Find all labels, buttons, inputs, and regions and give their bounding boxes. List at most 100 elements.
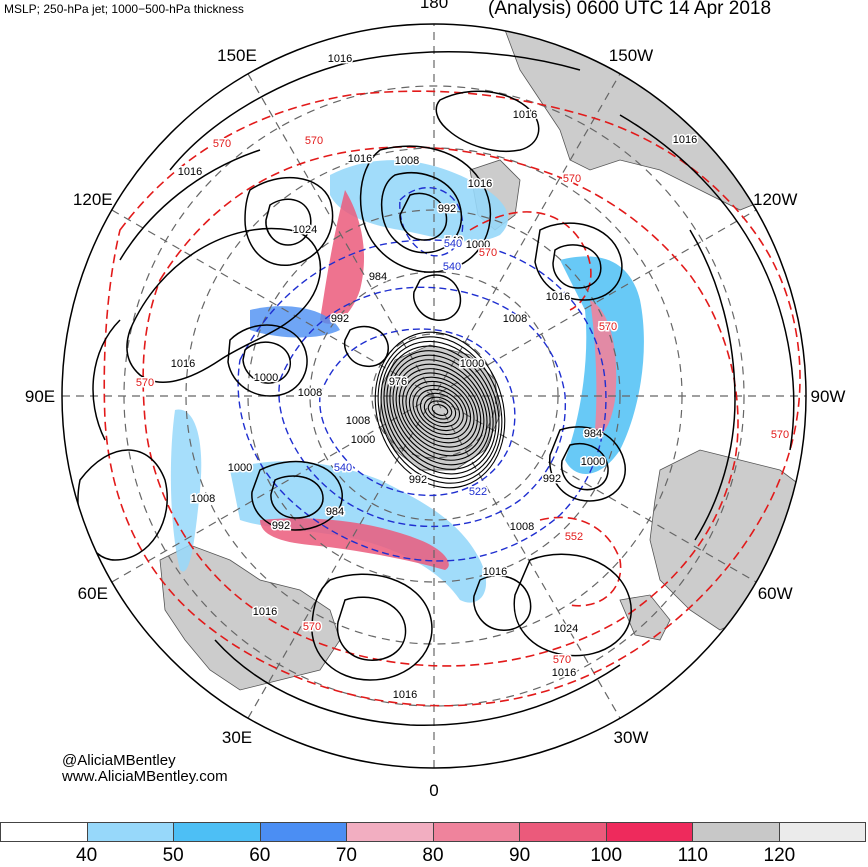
jet-streak-northwest [250,306,340,338]
mslp-label: 1008 [503,313,527,325]
map-subtitle: MSLP; 250-hPa jet; 1000−500-hPa thicknes… [4,2,244,16]
colorbar-swatch [87,823,174,841]
mslp-label: 1008 [510,521,534,533]
mslp-label: 1016 [348,153,372,165]
colorbar-swatch [693,823,780,841]
mslp-label: 1016 [178,166,202,178]
far-east-island-landmass [619,594,671,641]
mslp-label: 1024 [293,224,317,236]
thickness-label: 540 [444,238,462,250]
colorbar-tick-label: 50 [162,845,184,866]
mslp-label: 1016 [546,291,570,303]
author-website: www.AliciaMBentley.com [62,768,228,785]
thickness-label: 570 [771,429,789,441]
polar-contour [412,384,468,436]
thickness-contours-warm [103,90,801,707]
thickness-contours-cold [237,186,607,562]
thickness-label: 570 [303,621,321,633]
mslp-label: 992 [272,520,290,532]
longitude-label: 120W [753,190,797,209]
jet-core-east [590,300,617,434]
polar-contour [408,380,472,440]
mslp-label: 1016 [468,178,492,190]
mslp-label: 1008 [191,493,215,505]
thickness-label: 570 [563,173,581,185]
longitude-label: 90E [25,387,55,406]
polar-contour [419,392,461,428]
longitude-label: 60E [78,584,108,603]
polar-contour [395,363,485,457]
mslp-label: 992 [331,313,349,325]
mslp-label: 984 [326,506,344,518]
mslp-label: 992 [438,203,456,215]
thickness-label: 522 [469,486,487,498]
jet-core-north [320,190,365,324]
jet-core-west [260,518,449,570]
polar-contour [380,340,500,480]
mslp-label: 1000 [228,462,252,474]
longitude-label: 0 [429,781,438,800]
polar-contour [392,359,488,461]
analysis-time-title: (Analysis) 0600 UTC 14 Apr 2018 [488,0,772,19]
thickness-label: 570 [599,321,617,333]
jet-shading [170,160,644,603]
mslp-label: 984 [584,428,602,440]
mslp-label: 1016 [253,606,277,618]
jet-speed-colorbar [0,822,866,842]
map-boundary [61,23,807,769]
longitude-label: 90W [811,387,846,406]
mslp-label: 976 [389,376,407,388]
polar-contour [416,388,464,432]
jet-streak-southwest [170,409,202,572]
polar-contour [423,396,457,424]
colorbar-swatch [260,823,347,841]
longitude-label: 180 [420,0,448,12]
colorbar-tick-label: 80 [422,845,444,866]
colorbar-tick-label: 70 [335,845,357,866]
polar-contour [377,336,503,484]
polar-contour [431,404,449,416]
meridian-line [247,73,621,719]
mslp-label: 1016 [171,358,195,370]
thickness-label: 570 [553,654,571,666]
polar-contour [383,345,497,475]
colorbar-tick-label: 60 [249,845,271,866]
polar-contour [398,368,482,452]
polar-dense-contours [374,331,506,489]
mslp-label: 1008 [298,387,322,399]
thickness-label: 570 [136,377,154,389]
polar-contour [386,350,494,470]
colorbar-swatch [520,823,607,841]
colorbar-swatch [606,823,693,841]
colorbar-swatch [779,823,865,841]
thickness-label: 570 [479,247,497,259]
mslp-label: 1008 [346,415,370,427]
colorbar-tick-label: 100 [590,845,623,866]
mslp-label: 540 [445,235,463,247]
meridian-lines [62,24,806,768]
colorbar-swatch [174,823,261,841]
longitude-label: 120E [73,190,113,209]
colorbar-tick-label: 120 [763,845,796,866]
longitude-label-layer: 90W 60W 30W 0 30E 60E 90E 120E 150E 180 150W 120W [25,0,846,800]
thickness-label: 570 [305,135,323,147]
polar-contour [374,331,506,489]
mslp-label: 1016 [673,134,697,146]
longitude-label: 30E [222,728,252,747]
colorbar-tick-label: 110 [677,845,708,866]
mslp-label: 1016 [552,667,576,679]
mslp-label: 1016 [393,689,417,701]
longitude-label: 60W [758,584,793,603]
mslp-label: 1016 [513,109,537,121]
mslp-label: 1000 [466,239,490,251]
mslp-label: 1000 [351,434,375,446]
colorbar-swatch [433,823,520,841]
jet-streak-north [330,160,509,242]
longitude-label: 150W [609,46,653,65]
mslp-label: 1000 [254,372,278,384]
mslp-label: 1000 [581,456,605,468]
thickness-label: 570 [213,138,231,150]
mslp-label: 1000 [460,358,484,370]
longitude-label: 150E [217,46,257,65]
